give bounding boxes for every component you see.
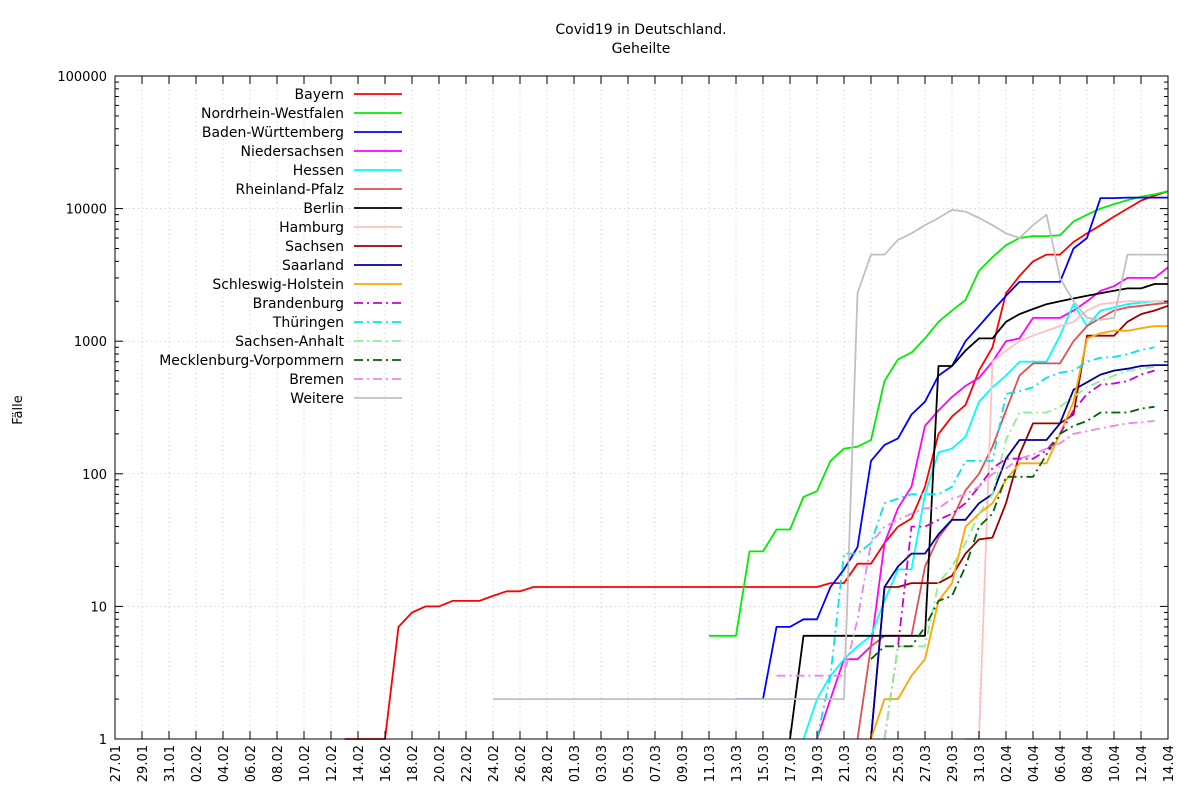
legend-label-saarland: Saarland xyxy=(282,258,344,274)
plot-frame xyxy=(114,75,1169,740)
legend-label-niedersachsen: Niedersachsen xyxy=(241,144,344,160)
x-tick-label: 14.04 xyxy=(1162,745,1177,782)
series-line-mecklenburg-vorpommern xyxy=(870,405,1155,660)
x-tick-label: 21.03 xyxy=(838,745,853,782)
x-tick-label: 09.03 xyxy=(676,745,691,782)
legend-label-schleswig-holstein: Schleswig-Holstein xyxy=(212,277,344,293)
legend-label-bayern: Bayern xyxy=(295,87,344,103)
x-tick-label: 07.03 xyxy=(649,745,664,782)
series-line-schleswig-holstein xyxy=(870,325,1168,740)
x-tick-label: 02.02 xyxy=(190,745,205,782)
legend-label-sachsen-anhalt: Sachsen-Anhalt xyxy=(235,334,344,350)
x-tick-label: 04.02 xyxy=(217,745,232,782)
series-line-brandenburg xyxy=(883,369,1155,740)
x-tick-label: 03.03 xyxy=(595,745,610,782)
series-line-bayern xyxy=(344,190,1169,740)
x-tick-label: 29.03 xyxy=(946,745,961,782)
series-line-baden-w-rttemberg xyxy=(736,196,1168,700)
x-tick-label: 01.03 xyxy=(568,745,583,782)
x-tick-label: 25.03 xyxy=(892,745,907,782)
series-line-bremen xyxy=(776,420,1155,677)
legend-label-weitere: Weitere xyxy=(290,391,344,407)
x-tick-label: 05.03 xyxy=(622,745,637,782)
x-axis: 27.01 29.01 31.01 02.02 04.02 06.02 08.02 10.02… xyxy=(109,76,1177,782)
chart-subtitle: Geheilte xyxy=(612,41,671,57)
series-line-weitere xyxy=(493,208,1168,700)
series-line-nordrhein-westfalen xyxy=(709,190,1169,637)
legend-label-sachsen: Sachsen xyxy=(285,239,344,255)
legend-label-baden-w-rttemberg: Baden-Württemberg xyxy=(202,125,344,141)
x-tick-label: 31.03 xyxy=(973,745,988,782)
x-tick-label: 18.02 xyxy=(406,745,421,782)
y-tick-label: 100 xyxy=(82,468,107,483)
y-axis-label: Fälle xyxy=(11,395,26,424)
x-tick-label: 27.01 xyxy=(109,745,124,782)
x-tick-label: 23.03 xyxy=(865,745,880,782)
x-tick-label: 13.03 xyxy=(730,745,745,782)
y-tick-label: 1000 xyxy=(74,335,107,350)
chart-title: Covid19 in Deutschland. xyxy=(555,22,726,38)
legend-label-th-ringen: Thüringen xyxy=(272,315,344,331)
series-line-hessen xyxy=(802,300,1168,740)
legend-label-mecklenburg-vorpommern: Mecklenburg-Vorpommern xyxy=(159,353,344,369)
series-line-hamburg xyxy=(965,300,1168,740)
y-tick-label: 1 xyxy=(99,733,107,748)
x-tick-label: 11.03 xyxy=(703,745,718,782)
legend-label-berlin: Berlin xyxy=(303,201,344,217)
x-tick-label: 29.01 xyxy=(136,745,151,782)
x-tick-label: 10.02 xyxy=(298,745,313,782)
y-tick-label: 10000 xyxy=(66,203,107,218)
x-tick-label: 12.02 xyxy=(325,745,340,782)
x-tick-label: 28.02 xyxy=(541,745,556,782)
legend-label-brandenburg: Brandenburg xyxy=(253,296,344,312)
legend-label-hamburg: Hamburg xyxy=(279,220,344,236)
x-tick-label: 24.02 xyxy=(487,745,502,782)
x-tick-label: 06.02 xyxy=(244,745,259,782)
x-tick-label: 08.02 xyxy=(271,745,286,782)
y-tick-label: 100000 xyxy=(57,70,107,85)
grid-lines xyxy=(115,76,1168,739)
x-tick-label: 26.02 xyxy=(514,745,529,782)
x-tick-label: 20.02 xyxy=(433,745,448,782)
x-tick-label: 10.04 xyxy=(1108,745,1123,782)
x-tick-label: 12.04 xyxy=(1135,745,1150,782)
series-line-sachsen xyxy=(870,304,1169,740)
x-tick-label: 15.03 xyxy=(757,745,772,782)
x-tick-label: 19.03 xyxy=(811,745,826,782)
series-line-saarland xyxy=(870,364,1168,740)
legend-label-bremen: Bremen xyxy=(289,372,344,388)
x-tick-label: 16.02 xyxy=(379,745,394,782)
series-line-sachsen-anhalt xyxy=(883,366,1155,740)
legend-label-nordrhein-westfalen: Nordrhein-Westfalen xyxy=(201,106,344,122)
x-tick-label: 06.04 xyxy=(1054,745,1069,782)
series-layer xyxy=(344,190,1169,740)
x-tick-label: 27.03 xyxy=(919,745,934,782)
x-tick-label: 08.04 xyxy=(1081,745,1096,782)
legend-label-rheinland-pfalz: Rheinland-Pfalz xyxy=(236,182,344,198)
y-tick-label: 10 xyxy=(90,600,107,615)
x-tick-label: 02.04 xyxy=(1000,745,1015,782)
y-axis: 1 10 100 1000 10000 100000 xyxy=(57,70,1168,748)
series-line-th-ringen xyxy=(816,346,1155,740)
legend-label-hessen: Hessen xyxy=(293,163,344,179)
x-tick-label: 14.02 xyxy=(352,745,367,782)
x-tick-label: 31.01 xyxy=(163,745,178,782)
x-tick-label: 22.02 xyxy=(460,745,475,782)
x-tick-label: 17.03 xyxy=(784,745,799,782)
x-tick-label: 04.04 xyxy=(1027,745,1042,782)
legend: Bayern Nordrhein-Westfalen Baden-Württembe… xyxy=(159,87,402,407)
